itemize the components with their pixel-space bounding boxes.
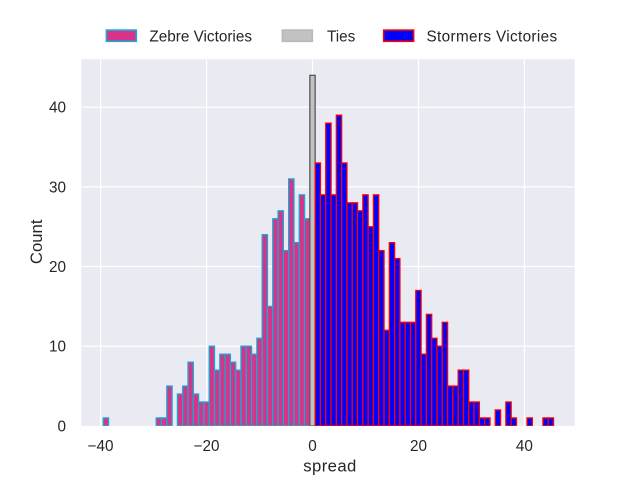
- svg-text:30: 30: [49, 179, 66, 196]
- svg-text:−20: −20: [194, 438, 220, 455]
- svg-text:10: 10: [49, 339, 66, 356]
- svg-text:20: 20: [49, 259, 66, 276]
- svg-text:40: 40: [516, 438, 533, 455]
- svg-text:40: 40: [49, 100, 66, 117]
- svg-text:20: 20: [410, 438, 427, 455]
- svg-text:−40: −40: [88, 438, 114, 455]
- svg-text:Stormers Victories: Stormers Victories: [427, 28, 558, 45]
- svg-text:spread: spread: [303, 457, 356, 476]
- svg-text:Count: Count: [27, 219, 46, 264]
- svg-text:0: 0: [308, 438, 317, 455]
- svg-text:Ties: Ties: [327, 28, 356, 45]
- svg-text:Zebre Victories: Zebre Victories: [149, 28, 252, 45]
- svg-text:0: 0: [57, 418, 66, 435]
